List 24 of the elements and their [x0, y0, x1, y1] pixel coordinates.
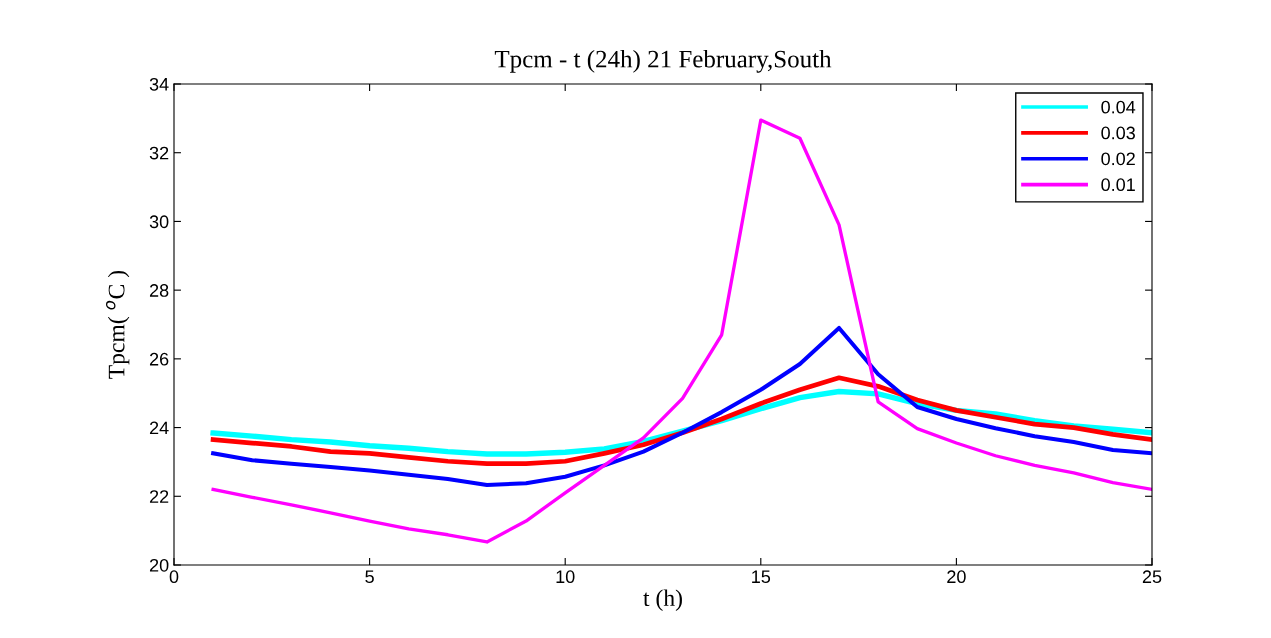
line-series — [211, 325, 1152, 487]
x-axis-title: t (h) — [643, 589, 682, 611]
y-tick-label: 28 — [149, 284, 169, 297]
x-tick-label: 15 — [752, 570, 771, 584]
legend-label: 0.02 — [1101, 152, 1135, 166]
y-tick-label: 34 — [149, 77, 169, 91]
y-tick-label: 20 — [149, 558, 169, 572]
chart-title: Tpcm - t (24h) 21 February,South — [494, 49, 832, 73]
y-tick-label: 22 — [149, 490, 169, 503]
line-series — [211, 118, 1152, 544]
legend-label: 0.03 — [1101, 126, 1135, 140]
y-tick-label: 24 — [149, 421, 169, 435]
legend-label: 0.01 — [1101, 178, 1135, 192]
y-tick-label: 26 — [149, 352, 169, 366]
x-tick-label: 0 — [169, 570, 179, 584]
y-axis-title: Tpcm( $^{o}$C ) — [106, 270, 130, 379]
y-tick-label: 32 — [149, 146, 169, 160]
line-series — [210, 375, 1152, 467]
x-tick-label: 25 — [1142, 570, 1162, 584]
x-tick-label: 5 — [365, 570, 374, 584]
legend-label: 0.04 — [1101, 100, 1136, 114]
y-tick-label: 30 — [149, 215, 169, 229]
x-tick-label: 20 — [947, 570, 966, 584]
x-tick-label: 10 — [556, 570, 575, 584]
